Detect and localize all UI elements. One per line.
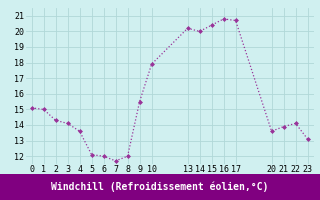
Text: Windchill (Refroidissement éolien,°C): Windchill (Refroidissement éolien,°C) (51, 182, 269, 192)
